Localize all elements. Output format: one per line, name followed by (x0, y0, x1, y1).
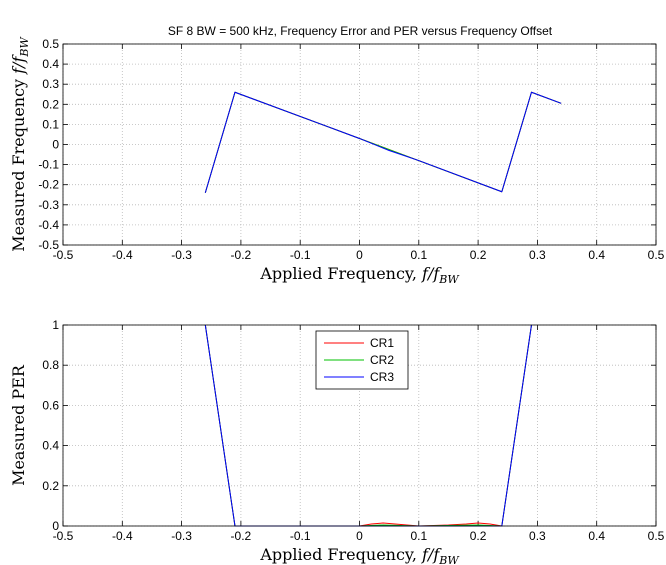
frequency-plot-x-tick-label: -0.2 (231, 248, 252, 262)
frequency-plot-y-tick-label: 0.3 (42, 77, 59, 91)
per-plot-y-tick-label: 0 (52, 519, 59, 533)
per-plot-x-tick-label: -0.3 (171, 529, 192, 543)
per-plot-y-tick-label: 0.2 (42, 479, 59, 493)
frequency-plot-x-tick-label: 0 (356, 248, 363, 262)
legend-label-cr3: CR3 (370, 370, 394, 384)
per-plot-x-tick-label: -0.1 (290, 529, 311, 543)
frequency-plot-y-tick-label: -0.1 (38, 158, 59, 172)
per-plot-x-tick-label: 0 (356, 529, 363, 543)
frequency-plot-x-axis-label: Applied Frequency, f/fBW (259, 264, 460, 286)
frequency-plot-y-tick-label: 0.5 (42, 37, 59, 51)
per-plot-x-axis-label: Applied Frequency, f/fBW (259, 545, 460, 565)
per-plot-x-tick-label: 0.4 (588, 529, 605, 543)
per-plot-axes (62, 324, 657, 527)
per-plot-y-tick-label: 0.6 (42, 398, 59, 412)
frequency-plot-series-line-3 (204, 91, 562, 193)
frequency-plot-x-tick-label: 0.3 (529, 248, 546, 262)
per-plot-x-tick-label: 0.3 (529, 529, 546, 543)
per-plot-x-tick-label: 0.5 (648, 529, 665, 543)
frequency-plot-x-tick-label: -0.5 (53, 248, 74, 262)
frequency-plot-y-tick-label: -0.3 (38, 198, 59, 212)
frequency-plot-x-tick-label: -0.1 (290, 248, 311, 262)
frequency-plot-x-tick-label: 0.1 (410, 248, 427, 262)
per-plot-x-tick-label: -0.5 (53, 529, 74, 543)
per-plot-y-tick-label: 0.8 (42, 358, 59, 372)
per-plot-y-axis-label: Measured PER (9, 364, 28, 486)
frequency-plot-x-tick-label: -0.3 (171, 248, 192, 262)
frequency-plot-y-tick-label: -0.4 (38, 218, 59, 232)
frequency-plot-x-tick-label: -0.4 (112, 248, 133, 262)
frequency-plot-axes (62, 43, 657, 246)
frequency-plot-y-axis-label: Measured Frequency f/fBW (9, 36, 31, 252)
per-plot-x-tick-label: 0.1 (410, 529, 427, 543)
frequency-plot-y-tick-label: 0.4 (42, 57, 59, 71)
legend-label-cr1: CR1 (370, 336, 394, 350)
per-plot-y-tick-label: 0.4 (42, 439, 59, 453)
frequency-plot-x-tick-label: 0.5 (648, 248, 665, 262)
frequency-plot-y-tick-label: -0.2 (38, 178, 59, 192)
per-plot-x-tick-label: -0.4 (112, 529, 133, 543)
per-plot-x-tick-label: -0.2 (231, 529, 252, 543)
legend-label-cr2: CR2 (370, 353, 394, 367)
frequency-plot-y-tick-label: 0.2 (42, 97, 59, 111)
per-plot-x-tick-label: 0.2 (470, 529, 487, 543)
frequency-plot-x-tick-label: 0.2 (470, 248, 487, 262)
per-plot-legend: CR1 CR2 CR3 (315, 330, 409, 390)
frequency-plot-title: SF 8 BW = 500 kHz, Frequency Error and P… (168, 24, 553, 38)
per-plot-y-tick-label: 1 (52, 318, 59, 332)
frequency-plot-y-tick-label: -0.5 (38, 238, 59, 252)
frequency-plot-y-tick-label: 0.1 (42, 117, 59, 131)
frequency-plot: SF 8 BW = 500 kHz, Frequency Error and P… (9, 24, 665, 286)
frequency-plot-y-tick-label: 0 (52, 138, 59, 152)
per-plot: -0.5 -0.4 -0.3 -0.2 -0.1 0 0.1 0.2 0.3 0.4 0.5 0 0.2… (9, 318, 665, 565)
frequency-plot-x-tick-label: 0.4 (588, 248, 605, 262)
